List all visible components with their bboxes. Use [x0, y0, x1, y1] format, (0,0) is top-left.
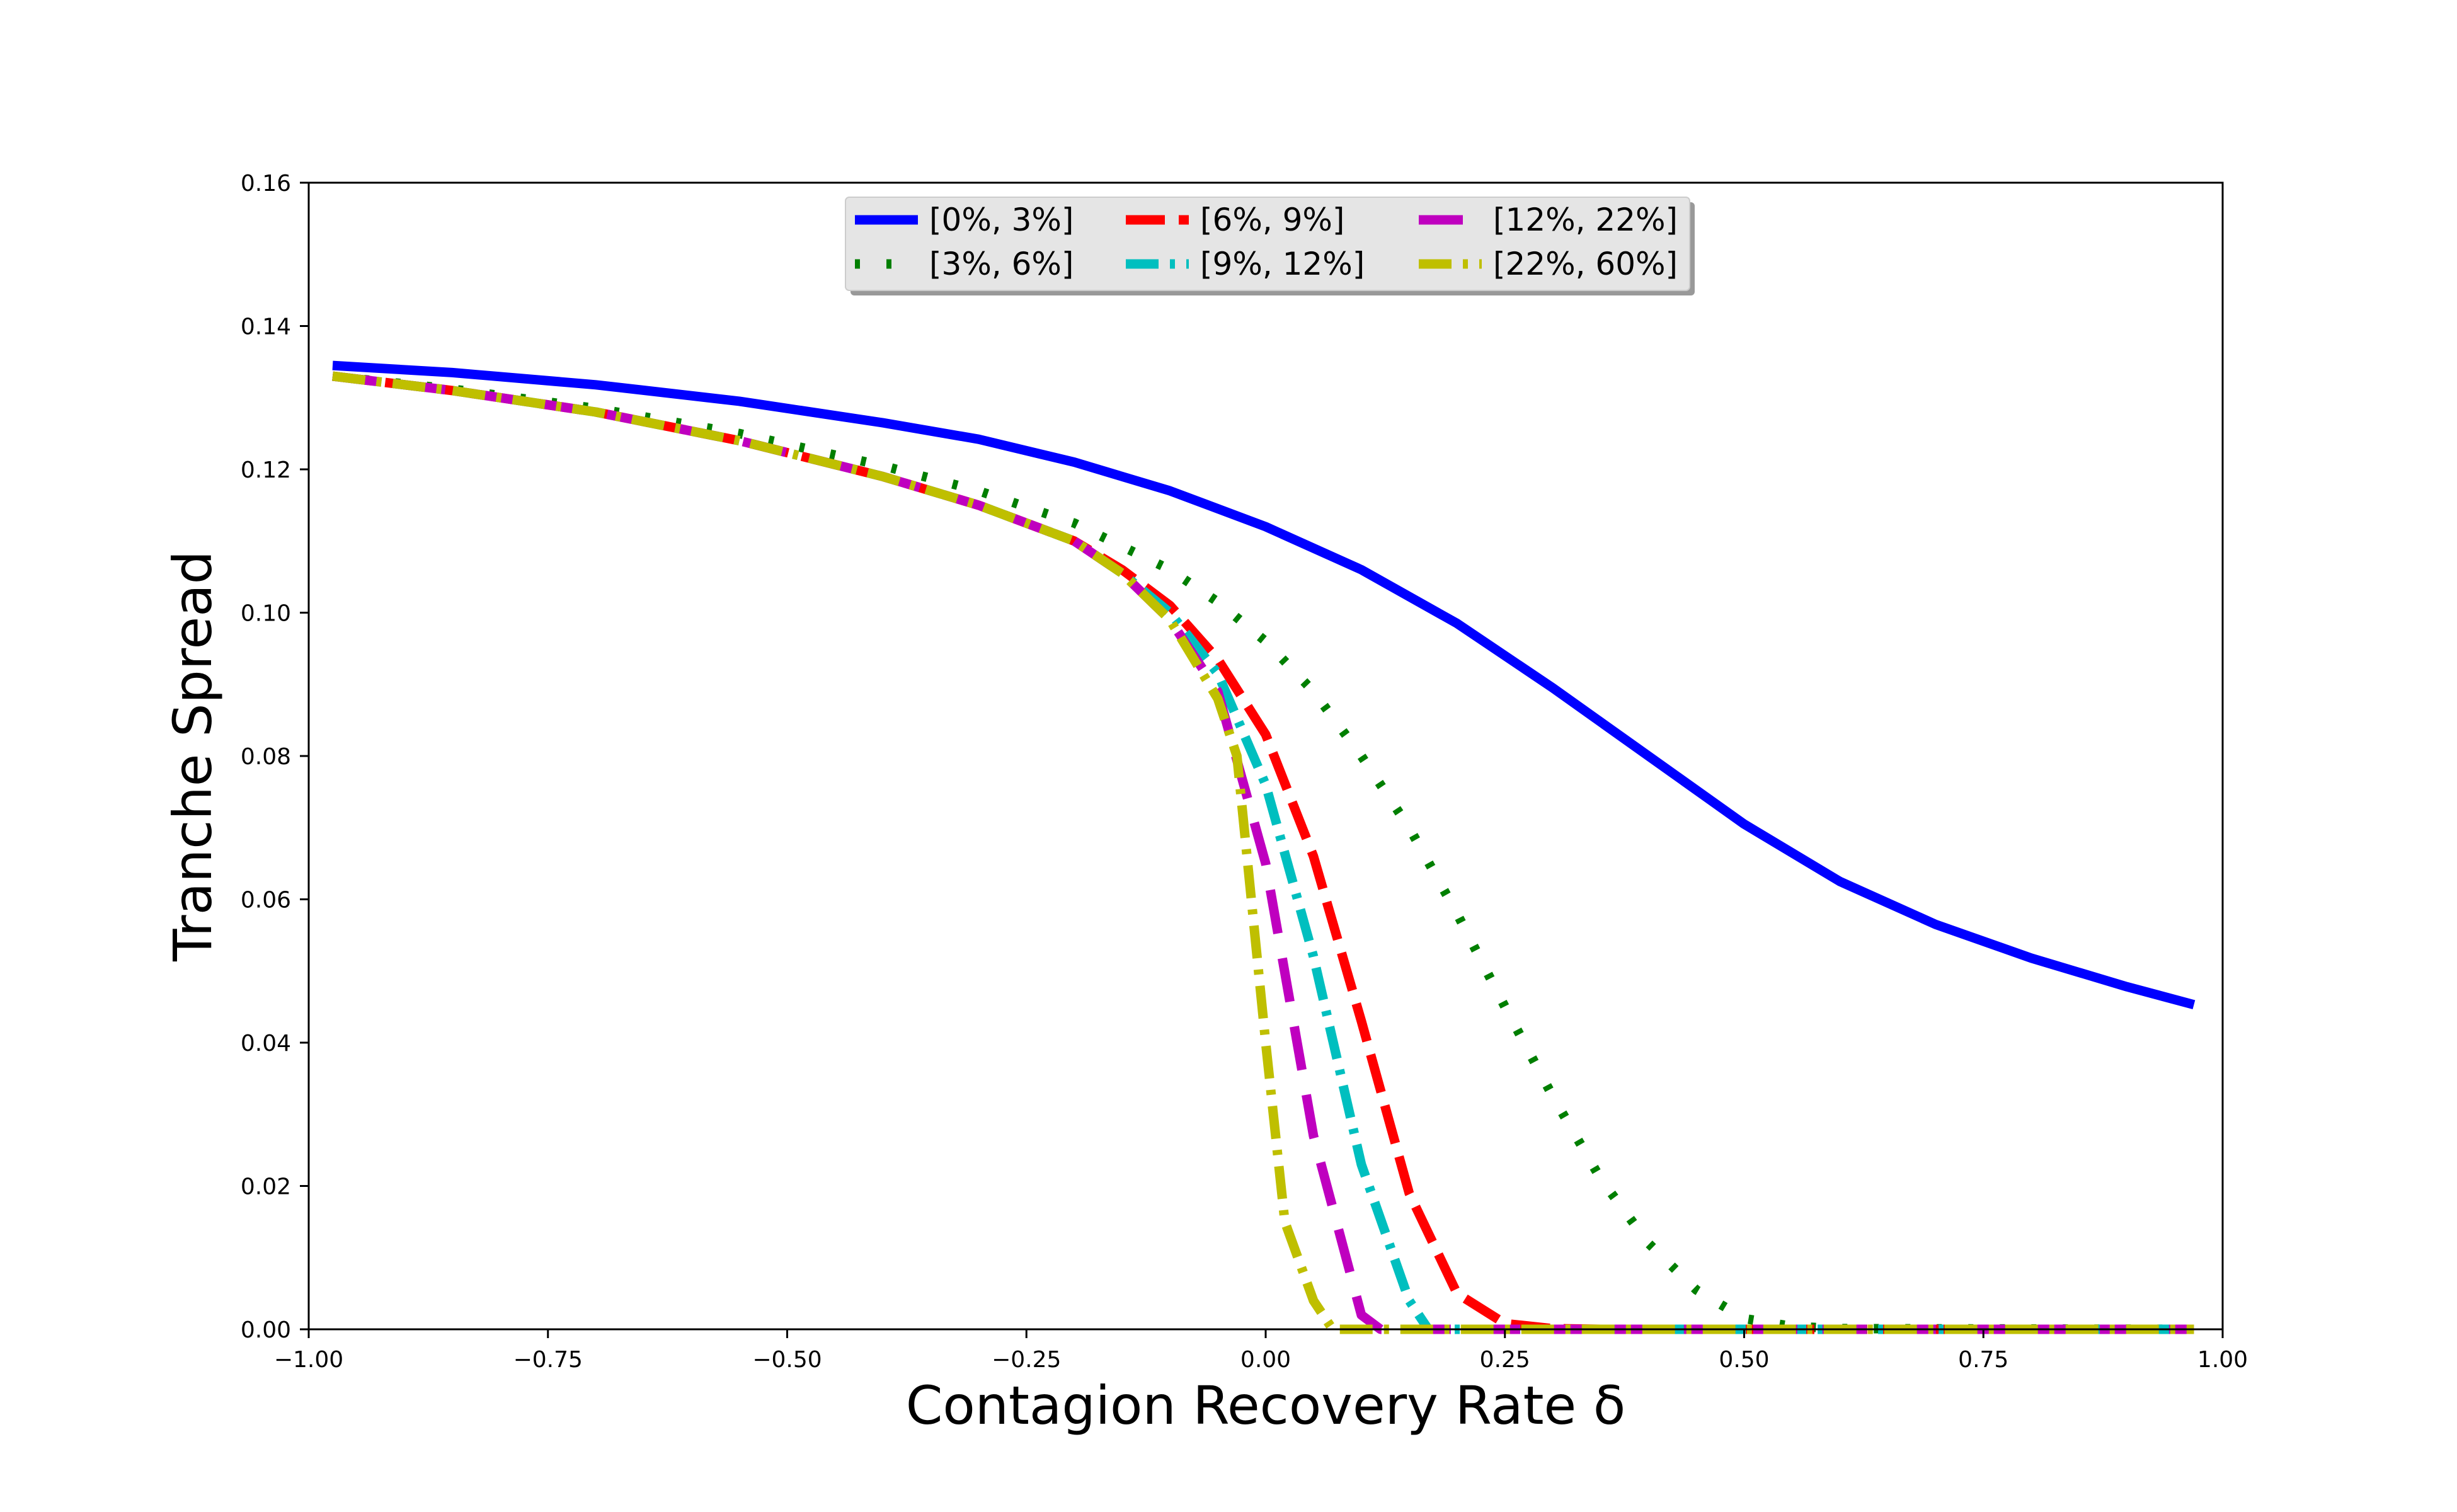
legend-box	[845, 197, 1690, 291]
x-axis-title: Contagion Recovery Rate δ	[906, 1375, 1626, 1436]
x-tick-label: 0.00	[1240, 1347, 1291, 1373]
series-line-1	[332, 360, 2196, 1009]
legend-label-4: [9%, 12%]	[1200, 246, 1365, 282]
x-tick-label: 0.25	[1480, 1347, 1530, 1373]
series-layer	[332, 360, 2196, 1334]
legend-label-1: [0%, 3%]	[929, 202, 1074, 238]
legend-label-5: [12%, 22%]	[1493, 202, 1678, 238]
legend-label-2: [3%, 6%]	[929, 246, 1074, 282]
y-axis-title: Tranche Spread	[162, 551, 224, 962]
ticks-layer: −1.00 −0.75 −0.50 −0.25 0.00 0.25 0.50 0.75 1.00…	[241, 171, 2248, 1373]
legend-label-6: [22%, 60%]	[1493, 246, 1678, 282]
series-line-6	[332, 371, 2194, 1334]
y-tick-label: 0.12	[241, 457, 291, 483]
y-tick-label: 0.06	[241, 888, 291, 914]
x-tick-label: −0.75	[513, 1347, 583, 1373]
x-tick-label: −0.50	[752, 1347, 822, 1373]
x-tick-label: −0.25	[992, 1347, 1061, 1373]
y-tick-label: 0.16	[241, 171, 291, 197]
y-tick-label: 0.02	[241, 1174, 291, 1200]
x-tick-label: 0.75	[1958, 1347, 2008, 1373]
y-tick-label: 0.00	[241, 1317, 291, 1343]
x-tick-label: 1.00	[2197, 1347, 2248, 1373]
y-tick-label: 0.14	[241, 314, 291, 340]
y-tick-label: 0.04	[241, 1031, 291, 1057]
legend-label-3: [6%, 9%]	[1200, 202, 1344, 238]
x-tick-label: −1.00	[274, 1347, 343, 1373]
y-tick-label: 0.08	[241, 744, 291, 770]
x-tick-label: 0.50	[1719, 1347, 1769, 1373]
legend: [0%, 3%] [3%, 6%] [6%, 9%] [9%, 12%] [12%, 2…	[845, 197, 1695, 295]
y-tick-label: 0.10	[241, 601, 291, 627]
series-line-2	[332, 371, 2194, 1334]
